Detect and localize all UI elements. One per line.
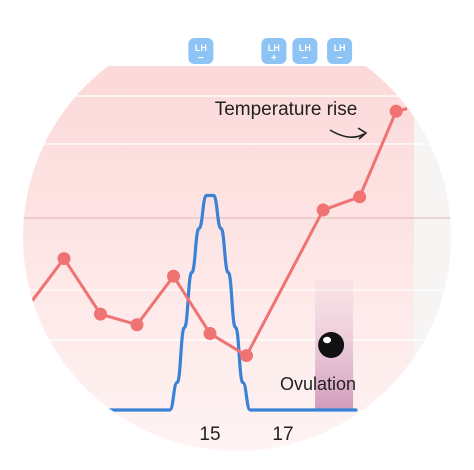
ovulation-egg-icon	[318, 332, 345, 358]
lh-badge-label: LH	[299, 43, 311, 53]
ovulation-label: Ovulation	[280, 374, 356, 394]
lh-test-badges: LH−LH+LH−LH−	[188, 38, 353, 64]
gridlines	[23, 95, 451, 341]
lh-badge-label: LH	[268, 43, 280, 53]
temperature-point	[389, 104, 403, 118]
temperature-point	[94, 307, 107, 321]
temperature-point	[316, 203, 330, 217]
x-axis-ticks: 15 17	[199, 424, 293, 445]
temperature-point	[167, 269, 180, 283]
lh-badge-sign: −	[337, 53, 343, 64]
lh-test-badge: LH+	[261, 38, 287, 64]
temperature-point	[130, 318, 144, 332]
temperature-point	[353, 190, 367, 204]
lh-badge-sign: −	[198, 53, 204, 64]
temperature-rise-label: Temperature rise	[215, 99, 358, 120]
temperature-point	[203, 327, 217, 341]
lh-curve	[98, 193, 358, 412]
temperature-rise-arrowhead	[357, 127, 368, 140]
temperature-rise-arrow	[329, 129, 365, 138]
lh-badge-sign: −	[302, 53, 308, 64]
temperature-series	[26, 104, 408, 363]
lh-badge-label: LH	[195, 43, 207, 53]
future-region	[414, 66, 451, 451]
lh-series	[98, 193, 358, 412]
temperature-point	[57, 252, 71, 266]
lh-badge-sign: +	[271, 53, 277, 64]
lh-test-badge: LH−	[292, 38, 318, 64]
lh-test-badge: LH−	[327, 38, 353, 64]
x-tick-label: 17	[272, 424, 293, 445]
lh-test-badge: LH−	[188, 38, 214, 64]
temperature-point	[240, 349, 253, 363]
chart-background	[23, 66, 451, 451]
lh-badge-label: LH	[334, 43, 346, 53]
x-tick-label: 15	[199, 424, 220, 445]
